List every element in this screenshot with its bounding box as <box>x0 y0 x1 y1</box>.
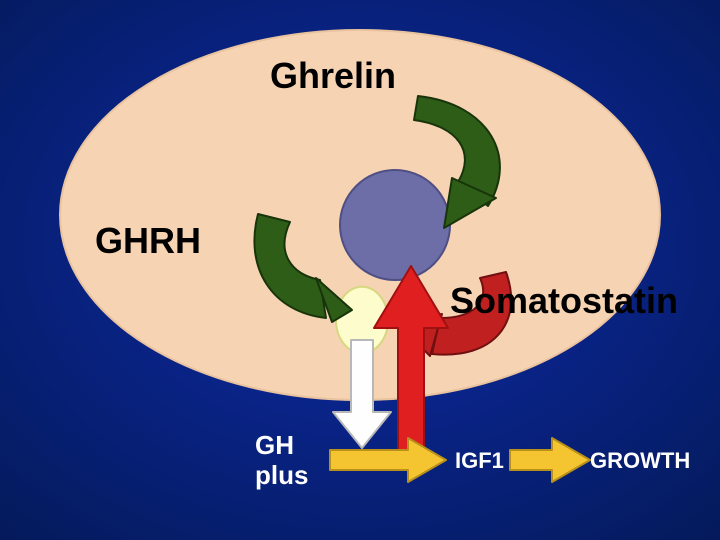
label-igf1: IGF1 <box>455 448 504 474</box>
label-somatostatin: Somatostatin <box>450 280 678 322</box>
label-plus: plus <box>255 460 308 491</box>
label-growth: GROWTH <box>590 448 690 474</box>
label-ghrh: GHRH <box>95 220 201 262</box>
label-ghrelin: Ghrelin <box>270 55 396 97</box>
diagram-stage: Ghrelin GHRH Somatostatin GH plus IGF1 G… <box>0 0 720 540</box>
label-gh: GH <box>255 430 294 461</box>
